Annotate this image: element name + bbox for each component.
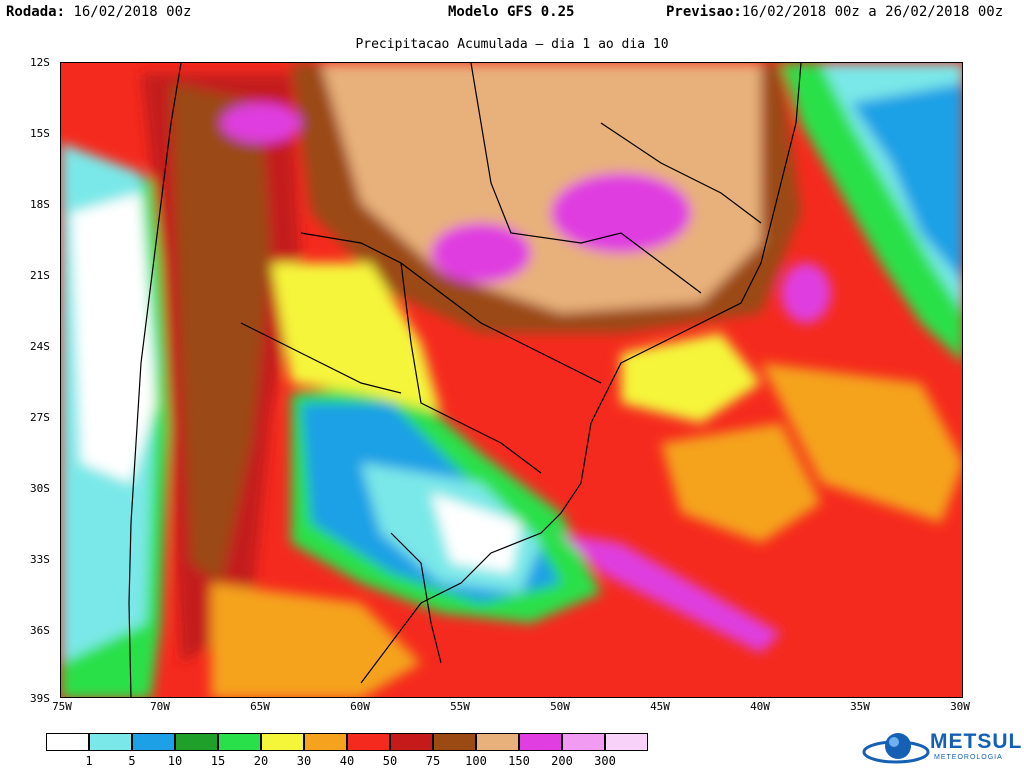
legend-swatch [562,733,605,751]
lat-label: 30S [30,482,50,495]
metsul-logo: METSUL METEOROLOGIA [860,726,1024,770]
map-subtitle: Precipitacao Acumulada – dia 1 ao dia 10 [355,37,669,52]
lon-label: 45W [650,700,670,713]
legend-label: 30 [296,754,312,768]
legend-label: 20 [253,754,269,768]
lon-label: 30W [950,700,970,713]
run-date-label: Rodada: 16/02/2018 00z [6,4,192,20]
precipitation-map [60,62,963,698]
logo-tagline: METEOROLOGIA [934,754,1003,761]
lat-label: 27S [30,411,50,424]
lat-label: 33S [30,553,50,566]
legend-label: 40 [339,754,355,768]
forecast-period-label: Previsao:16/02/2018 00z a 26/02/2018 00z [666,4,1004,20]
legend-label: 50 [382,754,398,768]
logo-name: METSUL [930,730,1023,753]
lat-label: 15S [30,127,50,140]
legend-swatch [132,733,175,751]
legend-swatch [390,733,433,751]
lat-label: 36S [30,624,50,637]
model-name: Modelo GFS 0.25 [448,4,575,20]
legend-swatch [304,733,347,751]
legend-label: 10 [167,754,183,768]
lat-label: 12S [30,56,50,69]
legend-label: 15 [210,754,226,768]
lat-label: 18S [30,198,50,211]
legend-label: 150 [508,754,530,768]
legend-swatch [46,733,89,751]
globe-icon [862,733,930,764]
legend-label: 1 [85,754,93,768]
lon-label: 65W [250,700,270,713]
legend-label: 300 [594,754,616,768]
legend-swatch [433,733,476,751]
lat-label: 24S [30,340,50,353]
lon-label: 40W [750,700,770,713]
legend-swatch [89,733,132,751]
run-date-value: 16/02/2018 00z [73,4,192,20]
legend-swatch [476,733,519,751]
legend-swatch [605,733,648,751]
legend-swatch [347,733,390,751]
legend-label: 75 [425,754,441,768]
lon-label: 60W [350,700,370,713]
lat-label: 39S [30,692,50,705]
lon-label: 70W [150,700,170,713]
forecast-period-value: 16/02/2018 00z a 26/02/2018 00z [741,4,1004,20]
legend-label: 5 [128,754,136,768]
legend-swatch [519,733,562,751]
lon-label: 55W [450,700,470,713]
lat-label: 21S [30,269,50,282]
lon-label: 35W [850,700,870,713]
legend-label: 200 [551,754,573,768]
legend-swatch [218,733,261,751]
legend-label: 100 [465,754,487,768]
lon-label: 50W [550,700,570,713]
legend-swatch [175,733,218,751]
legend-swatch [261,733,304,751]
lon-label: 75W [52,700,72,713]
